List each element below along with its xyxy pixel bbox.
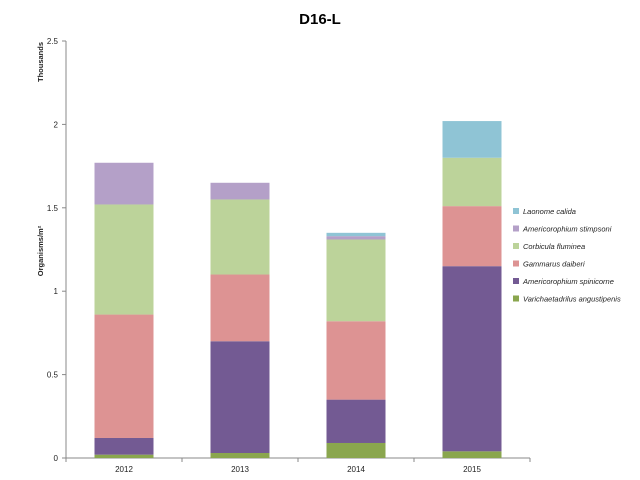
legend-swatch <box>513 278 519 284</box>
bar-segment <box>326 239 386 322</box>
x-tick-label: 2015 <box>463 465 481 474</box>
x-tick-label: 2012 <box>115 465 133 474</box>
y-tick-label: 0.5 <box>47 371 59 380</box>
bar-segment <box>210 182 270 200</box>
chart-title: D16-L <box>299 11 341 28</box>
legend-label: Corbicula fluminea <box>523 242 585 251</box>
y-tick-label: 1.5 <box>47 204 59 213</box>
bar-segment <box>442 206 502 267</box>
legend-label: Americorophium spinicorne <box>522 277 614 286</box>
bar-segment <box>210 452 270 458</box>
y-tick-label: 1 <box>54 287 59 296</box>
y-tick-label: 2.5 <box>47 37 59 46</box>
bars-group <box>94 121 502 458</box>
bar-segment <box>442 121 502 158</box>
bar-segment <box>326 321 386 400</box>
bar-segment <box>210 199 270 275</box>
legend: Laonome calida Americorophium stimpsoni Co… <box>513 207 621 304</box>
y-tick-label: 2 <box>54 120 59 129</box>
bar-segment <box>94 204 154 315</box>
bar-segment <box>94 314 154 438</box>
bar-segment <box>442 157 502 207</box>
y-unit-label: Thousands <box>36 42 45 82</box>
legend-label: Americorophium stimpsoni <box>522 225 612 234</box>
x-tick-label: 2013 <box>231 465 249 474</box>
legend-swatch <box>513 295 519 302</box>
y-axis-label: Organisms/m² <box>36 225 45 276</box>
legend-swatch <box>513 260 519 267</box>
legend-swatch <box>513 208 519 214</box>
legend-label: Gammarus daiberi <box>523 260 585 269</box>
bar-segment <box>326 442 386 458</box>
bar-segment <box>94 454 154 458</box>
legend-label: Laonome calida <box>523 207 576 216</box>
x-tick-label: 2014 <box>347 465 365 474</box>
legend-swatch <box>513 225 519 232</box>
bar-segment <box>94 437 154 455</box>
bar-segment <box>442 451 502 458</box>
legend-swatch <box>513 243 519 249</box>
bar-segment <box>210 274 270 342</box>
bar-segment <box>94 162 154 205</box>
bar-segment <box>326 236 386 240</box>
bar-segment <box>326 399 386 443</box>
bar-segment <box>210 341 270 453</box>
x-tick-labels: 2012 2013 2014 2015 <box>115 465 481 474</box>
bar-segment <box>326 232 386 237</box>
bar-segment <box>442 266 502 452</box>
y-tick-label: 0 <box>54 454 59 463</box>
legend-label: Varichaetadrilus angustipenis <box>523 295 621 304</box>
